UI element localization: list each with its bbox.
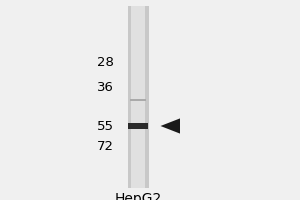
- Text: 36: 36: [97, 81, 114, 94]
- Text: 55: 55: [97, 119, 114, 132]
- Bar: [130, 99, 146, 101]
- Text: 28: 28: [97, 56, 114, 70]
- Text: HepG2: HepG2: [114, 192, 162, 200]
- Bar: [128, 6, 148, 188]
- Bar: [131, 6, 145, 188]
- Text: 72: 72: [97, 140, 114, 154]
- Bar: [128, 123, 148, 129]
- Polygon shape: [160, 118, 180, 134]
